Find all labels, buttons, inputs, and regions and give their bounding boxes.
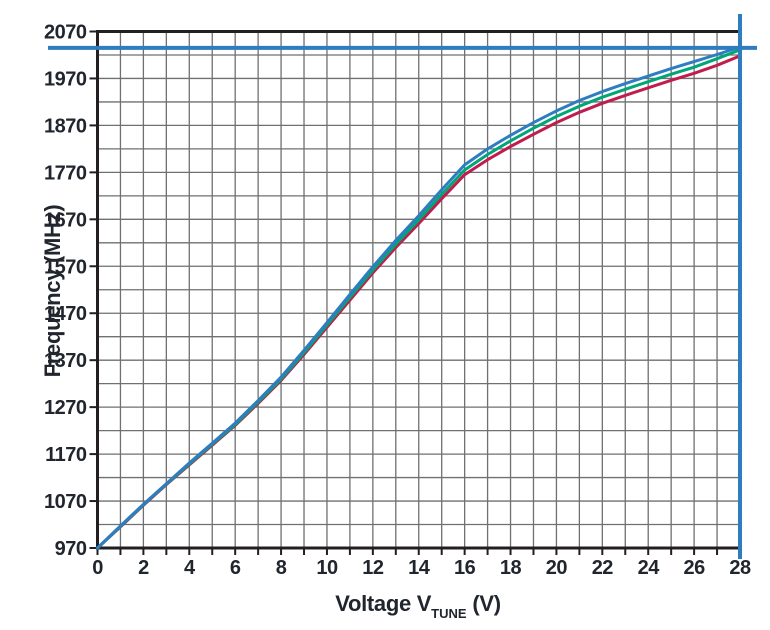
y-tick-label: 2070 <box>44 22 87 44</box>
y-tick-label: 1470 <box>44 303 87 325</box>
x-tick-label: 26 <box>683 557 705 579</box>
y-tick-label: 1670 <box>44 209 87 231</box>
x-tick-label: 18 <box>500 557 522 579</box>
x-tick-label: 6 <box>230 557 241 579</box>
y-tick-label: 1270 <box>44 397 87 419</box>
upper-curve <box>96 45 742 550</box>
y-tick-label: 1870 <box>44 115 87 137</box>
x-tick-label: 2 <box>138 557 149 579</box>
x-tick-label: 4 <box>184 557 196 579</box>
y-tick-label: 1970 <box>44 68 87 90</box>
y-axis-title: Frequency (MHz) <box>40 204 65 378</box>
x-tick-label: 20 <box>546 557 568 579</box>
x-tick-label: 0 <box>92 557 103 579</box>
y-tick-label: 1170 <box>45 444 87 466</box>
y-tick-label: 1070 <box>44 491 87 513</box>
x-tick-label: 8 <box>276 557 287 579</box>
x-axis-title: Voltage VTUNE (V) <box>0 591 770 621</box>
y-tick-label: 1370 <box>44 350 87 372</box>
y-tick-label: 1570 <box>44 256 87 278</box>
y-tick-label: 970 <box>55 538 87 560</box>
x-tick-label: 12 <box>362 557 384 579</box>
x-tick-label: 24 <box>638 557 661 579</box>
y-tick-label: 1770 <box>44 162 87 184</box>
x-axis-title-pre: Voltage V <box>335 591 432 616</box>
x-tick-label: 16 <box>454 557 476 579</box>
x-tick-label: 14 <box>408 557 431 579</box>
x-tick-label: 10 <box>316 557 338 579</box>
x-axis-title-post: (V) <box>466 591 501 616</box>
x-tick-label: 28 <box>729 557 751 579</box>
x-tick-label: 22 <box>592 557 614 579</box>
x-axis-title-sub: TUNE <box>431 606 467 621</box>
